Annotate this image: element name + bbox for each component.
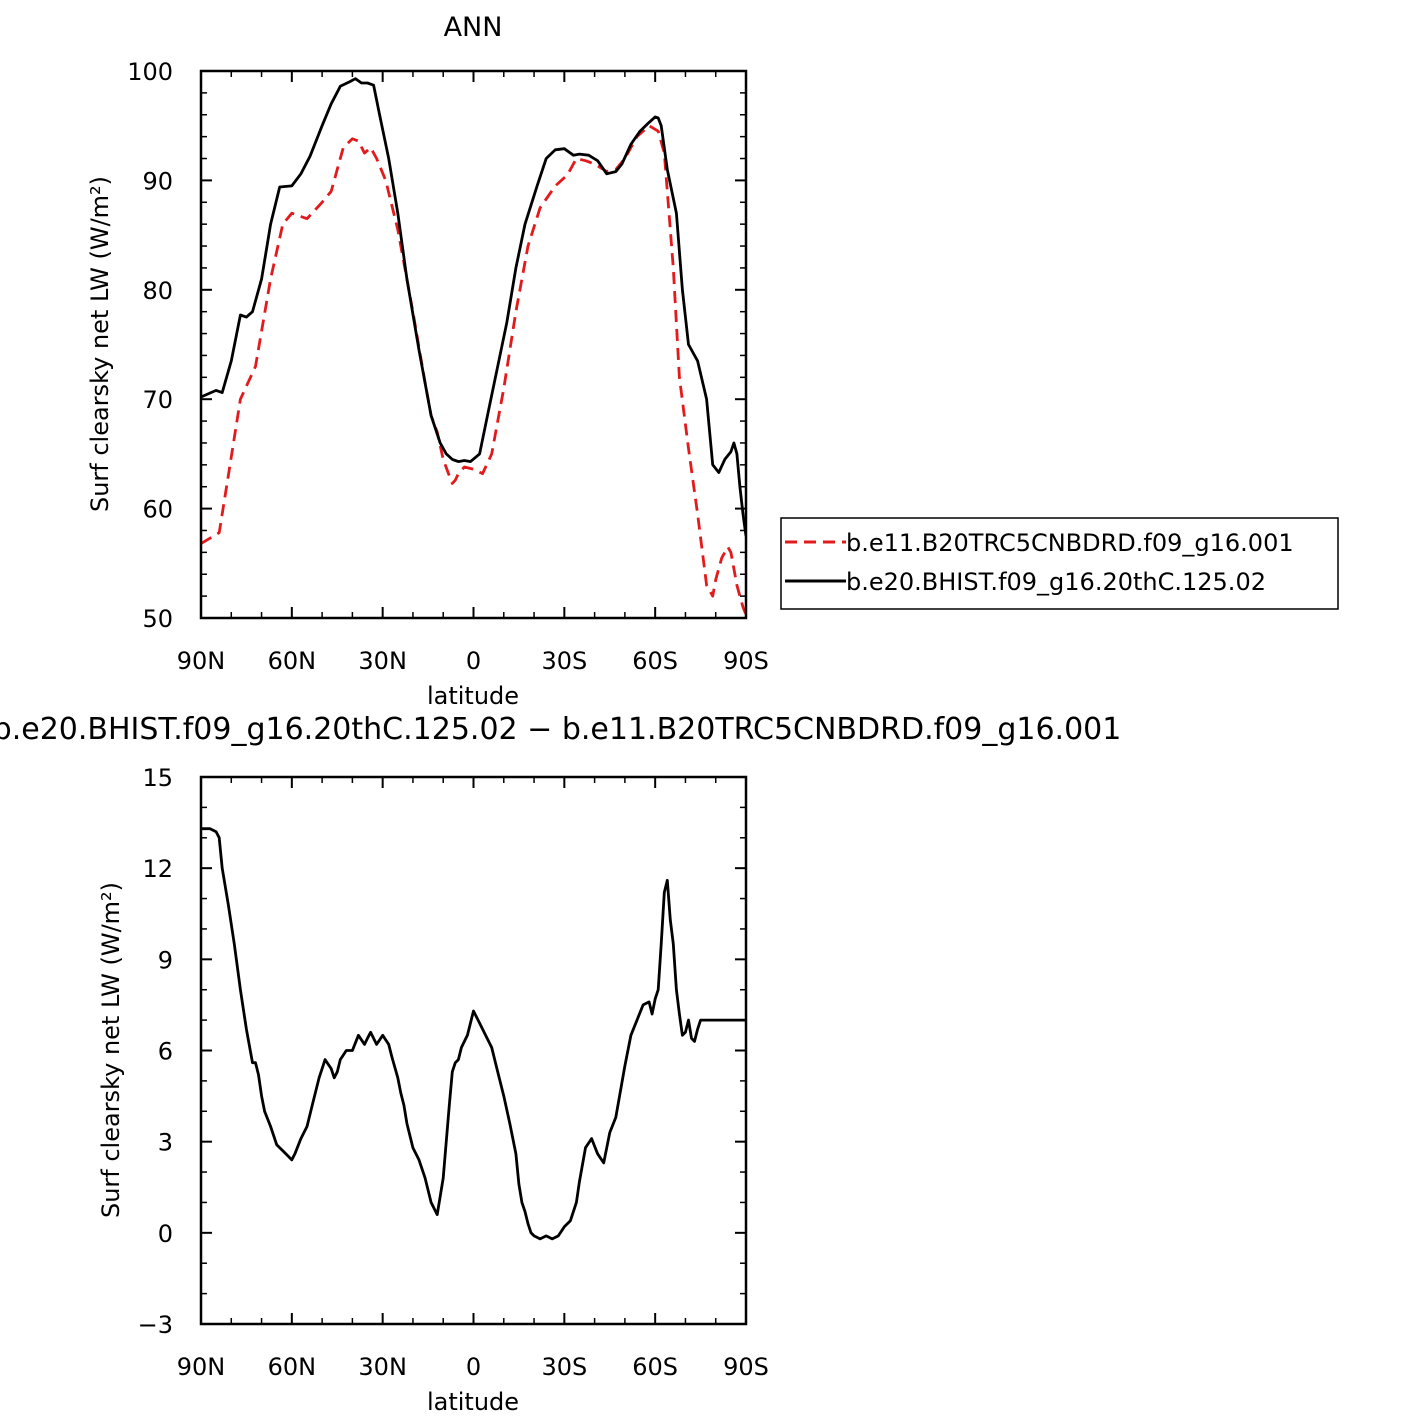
bottom-y-tick-label: −3 [138, 1311, 173, 1339]
top-plot-frame [199, 69, 748, 620]
top-series-lines [201, 77, 746, 616]
top-x-tick-label: 60N [268, 647, 317, 675]
top-x-tick-label: 90S [723, 647, 769, 675]
legend-label-b-e11: b.e11.B20TRC5CNBDRD.f09_g16.001 [846, 529, 1294, 557]
top-x-tick-labels: 90N 60N 30N 0 30S 60S 90S [177, 647, 769, 675]
bottom-x-tick-labels: 90N 60N 30N 0 30S 60S 90S [177, 1353, 769, 1381]
bottom-x-tick-label: 0 [466, 1353, 481, 1381]
bottom-y-tick-labels: −3 0 3 6 9 12 15 [138, 764, 173, 1339]
bottom-plot-frame [199, 775, 748, 1326]
top-y-tick-label: 80 [142, 277, 173, 305]
bottom-y-tick-label: 12 [142, 855, 173, 883]
top-chart-title: ANN [444, 12, 503, 43]
bottom-y-tick-label: 15 [142, 764, 173, 792]
bottom-x-tick-label: 30N [358, 1353, 407, 1381]
top-series-1-line [201, 77, 746, 537]
bottom-y-tick-label: 0 [158, 1220, 173, 1248]
bottom-axis-ticks [200, 776, 747, 1325]
bottom-panel: b.e20.BHIST.f09_g16.20thC.125.02 − b.e11… [0, 712, 1121, 1416]
top-x-tick-label: 30S [541, 647, 587, 675]
top-y-axis-label: Surf clearsky net LW (W/m²) [86, 176, 114, 512]
bottom-x-tick-label: 90S [723, 1353, 769, 1381]
bottom-chart-title: b.e20.BHIST.f09_g16.20thC.125.02 − b.e11… [0, 712, 1121, 747]
top-y-tick-label: 100 [127, 58, 173, 86]
top-series-0-line [201, 124, 746, 616]
top-panel: ANN 90N 60N 30N 0 30S 60S 90S 50 60 70 80 90 100 la… [86, 12, 1339, 710]
bottom-x-tick-label: 30S [541, 1353, 587, 1381]
bottom-series-0-line [201, 827, 746, 1241]
bottom-y-tick-label: 9 [158, 946, 173, 974]
bottom-series-lines [201, 827, 746, 1241]
top-x-tick-label: 30N [358, 647, 407, 675]
legend-label-b-e20: b.e20.BHIST.f09_g16.20thC.125.02 [846, 568, 1266, 596]
bottom-y-axis-label: Surf clearsky net LW (W/m²) [97, 882, 125, 1218]
top-x-tick-label: 90N [177, 647, 226, 675]
legend-box [780, 517, 1339, 610]
bottom-y-tick-label: 3 [158, 1129, 173, 1157]
top-y-tick-label: 70 [142, 386, 173, 414]
bottom-x-tick-label: 60S [632, 1353, 678, 1381]
top-x-axis-label: latitude [427, 682, 519, 710]
top-y-tick-label: 60 [142, 496, 173, 524]
top-x-tick-label: 60S [632, 647, 678, 675]
bottom-x-axis-label: latitude [427, 1388, 519, 1416]
bottom-y-tick-label: 6 [158, 1038, 173, 1066]
bottom-x-tick-label: 90N [177, 1353, 226, 1381]
bottom-x-tick-label: 60N [268, 1353, 317, 1381]
top-y-tick-labels: 50 60 70 80 90 100 [127, 58, 173, 633]
top-y-tick-label: 90 [142, 167, 173, 195]
legend: b.e11.B20TRC5CNBDRD.f09_g16.001 b.e20.BH… [780, 517, 1339, 610]
top-y-tick-label: 50 [142, 605, 173, 633]
top-x-tick-label: 0 [466, 647, 481, 675]
